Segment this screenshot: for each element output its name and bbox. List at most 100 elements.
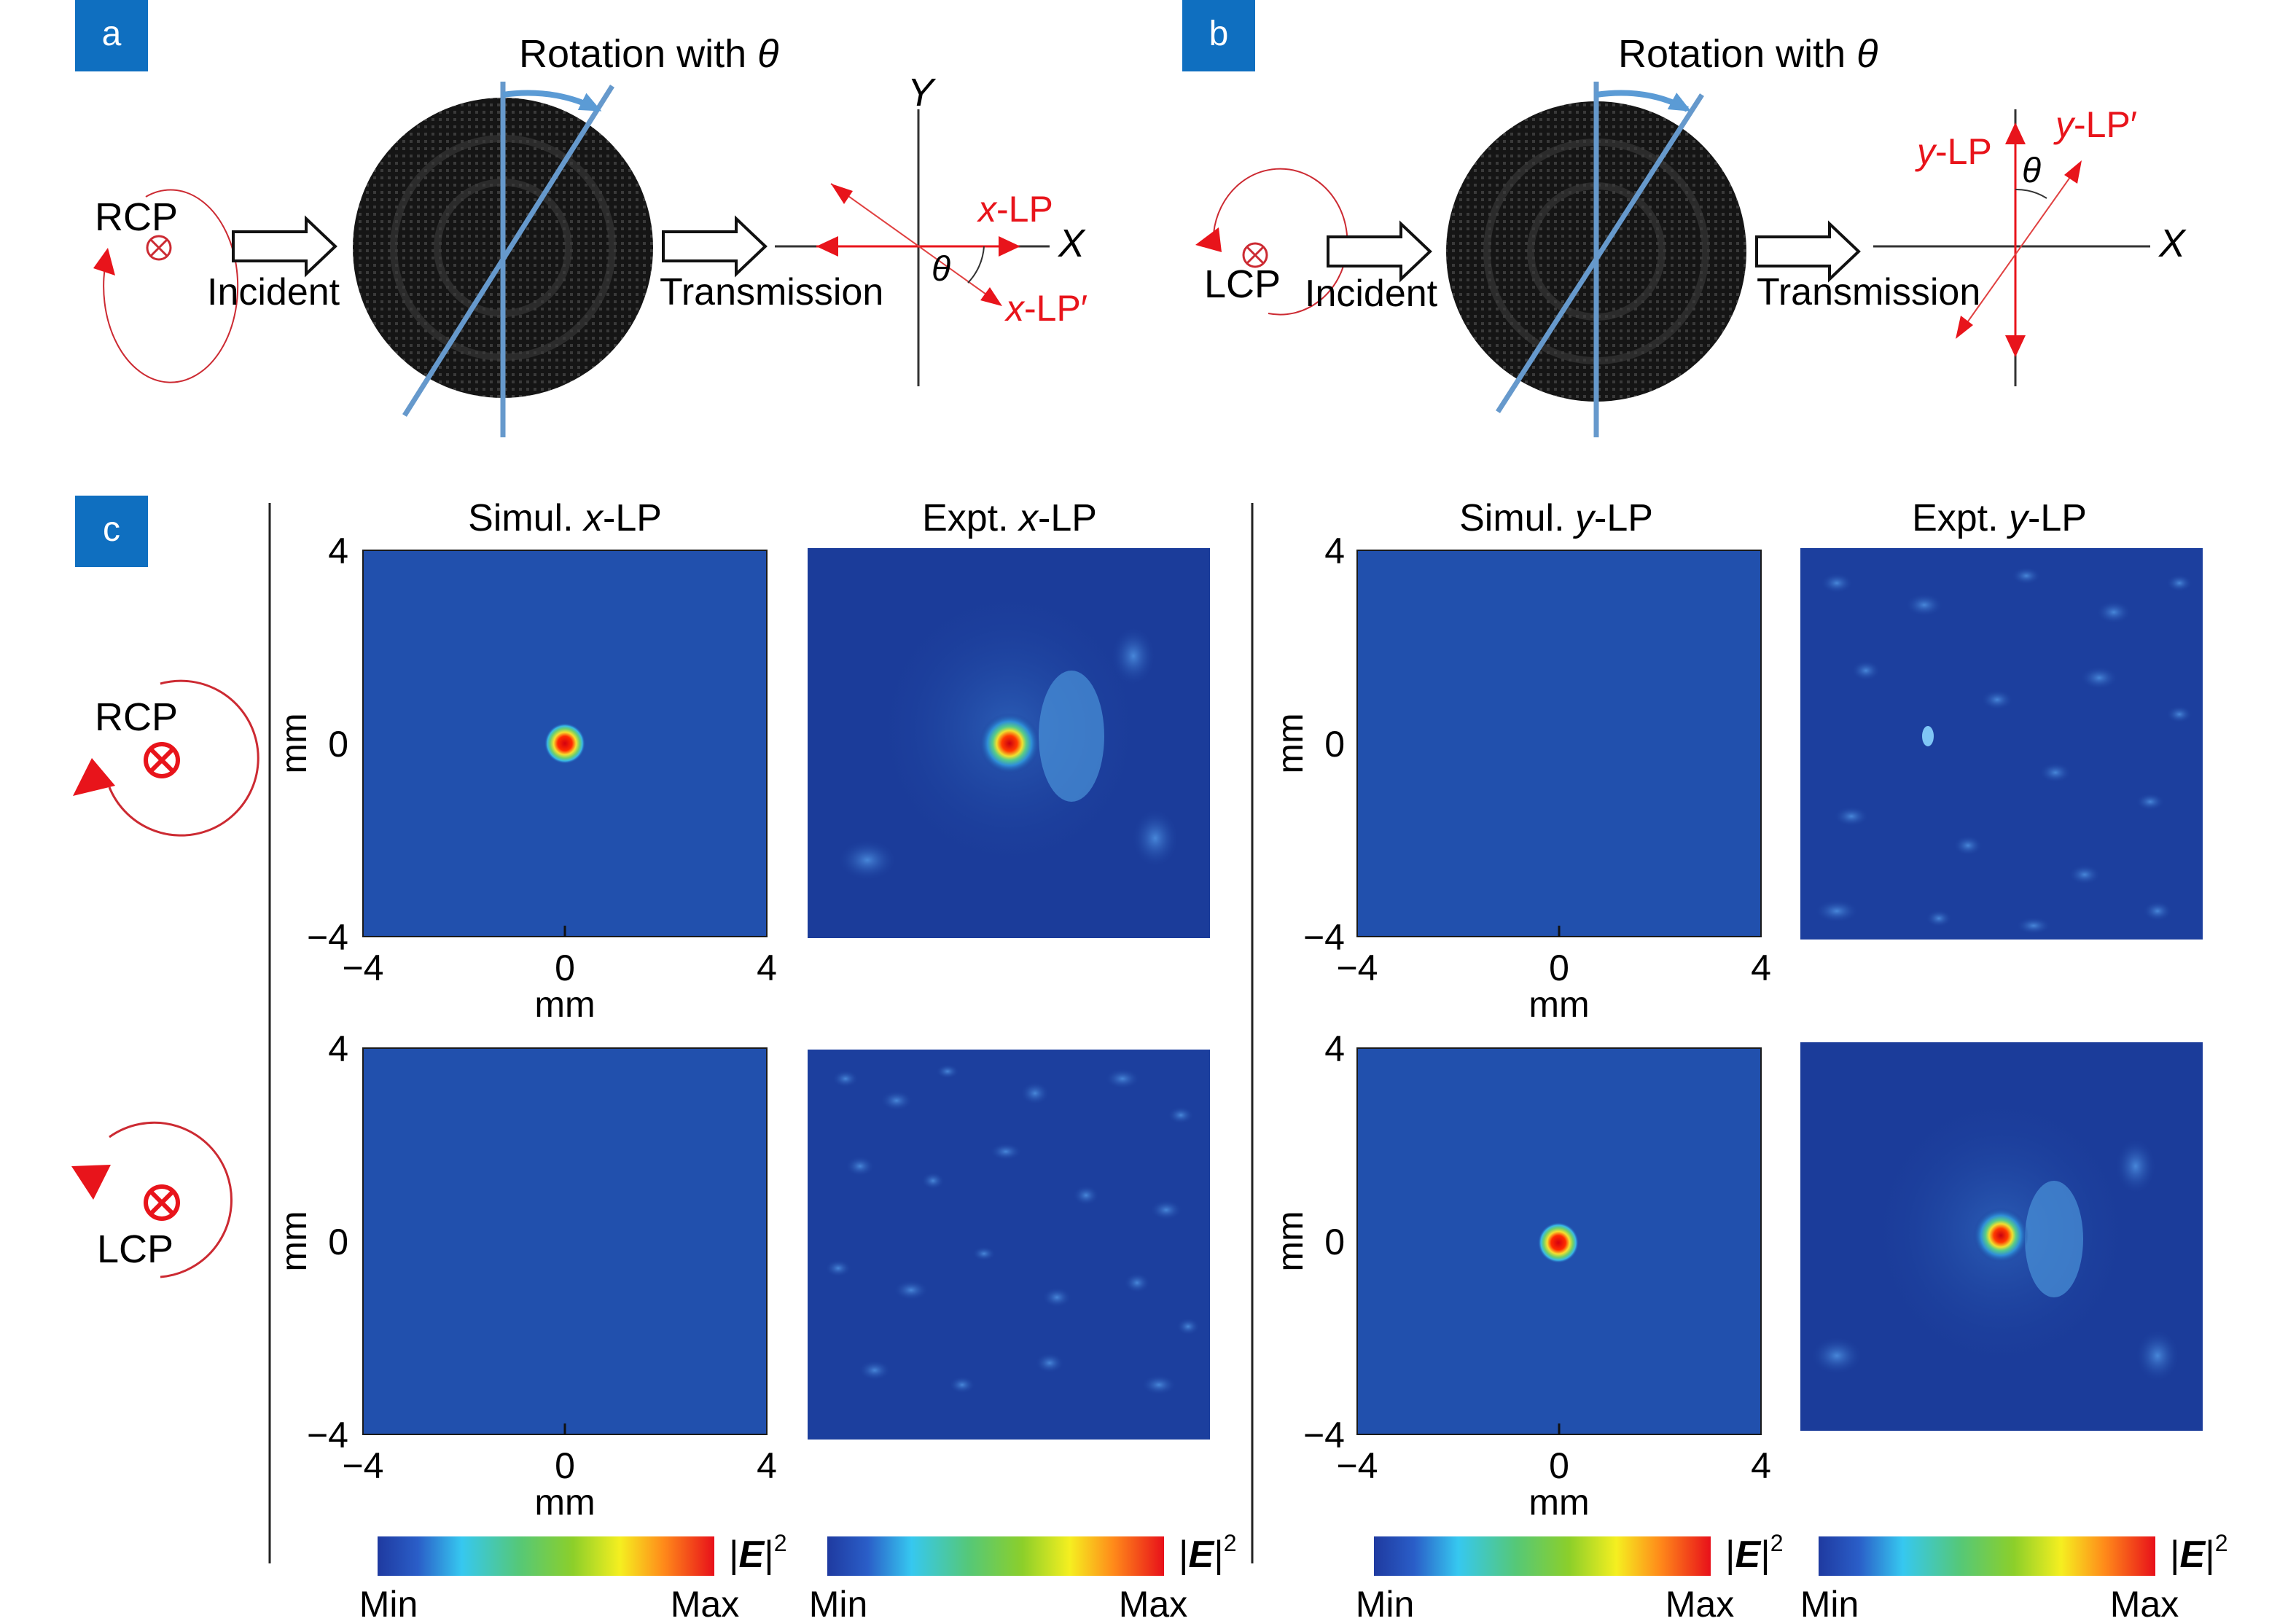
focal-spot: [1973, 1208, 2028, 1263]
colorbar-max: Max: [1119, 1584, 1187, 1621]
colorbar-max: Max: [2110, 1584, 2179, 1621]
panel-a-input-polarization: RCP: [95, 195, 178, 239]
y-axis-unit: mm: [1270, 713, 1311, 773]
row-rcp-icon: RCP: [73, 679, 259, 837]
panel-a-theta-arc: [967, 246, 985, 284]
panel-b-label: b: [1209, 15, 1229, 53]
panel-a-transmission-arrow: [662, 215, 768, 278]
row-lcp-icon: LCP: [71, 1121, 233, 1278]
colorbar-gradient: [1374, 1536, 1711, 1576]
panel-b-ylp-arrowhead-down: [2005, 335, 2026, 357]
axes-simul-ylp-lcp: 4 0 −4 −4 0 4 mm mm: [1270, 1028, 1771, 1523]
map-simul-ylp-rcp: [1356, 550, 1762, 937]
panel-b-ylp-label: y-LP: [1915, 131, 1992, 172]
y-axis-unit: mm: [1270, 1211, 1311, 1271]
panel-b: b LCP Incident Rotation with θ Transmiss…: [1182, 0, 2187, 437]
panel-a-xlp-prime-line: [830, 183, 999, 304]
panel-a-incident-label: Incident: [207, 271, 340, 313]
y-axis-unit: mm: [273, 713, 314, 773]
panel-b-ylp-prime-arrowhead-up: [2064, 160, 2082, 184]
axes-simul-xlp-rcp: 4 0 −4 −4 0 4 mm mm: [273, 531, 777, 1025]
x-axis-unit: mm: [534, 984, 595, 1025]
tick-label: 0: [328, 724, 348, 765]
panel-a-label: a: [102, 15, 122, 53]
colorbar-max: Max: [1666, 1584, 1734, 1621]
panel-a-circular-arrow: [103, 189, 239, 383]
panel-b-theta-arc: [2015, 188, 2047, 199]
panel-b-input-polarization: LCP: [1204, 262, 1281, 306]
colorbar-min: Min: [1356, 1584, 1415, 1621]
panel-b-rotation-title: Rotation with θ: [1618, 32, 1878, 76]
tick-label: 0: [1324, 1222, 1345, 1262]
colorbar-quantity: |E|2: [1179, 1530, 1237, 1576]
tick-label: 4: [757, 1445, 777, 1486]
panel-a-rotation-arrow: [502, 90, 602, 112]
tick-label: 0: [1549, 948, 1569, 988]
panel-b-incident-label: Incident: [1305, 273, 1438, 315]
map-simul-xlp-rcp: [362, 550, 768, 937]
focal-spot: [544, 723, 585, 764]
tick-label: −4: [1336, 1445, 1378, 1486]
tick-label: −4: [307, 917, 348, 958]
panel-a-xlp-prime-label: x-LP′: [1004, 288, 1088, 329]
tick-label: 4: [757, 948, 777, 988]
panel-b-transmission-arrow: [1755, 220, 1861, 283]
tick-label: −4: [342, 1445, 383, 1486]
tick-label: 0: [1549, 1445, 1569, 1486]
panel-a-xlp-prime-arrowhead-up: [831, 184, 853, 204]
axes-simul-xlp-lcp: 4 0 −4 −4 0 4 mm mm: [273, 1028, 777, 1523]
col-title-expt-xlp: Expt. x-LP: [922, 497, 1097, 539]
tick-label: 4: [328, 531, 348, 571]
panel-c: c RCP LCP Simul. x-LP Expt. x-LP Simul. …: [71, 496, 2228, 1621]
map-expt-xlp-rcp: [808, 548, 1210, 938]
axes-simul-ylp-rcp: 4 0 −4 −4 0 4 mm mm: [1270, 531, 1771, 1025]
tick-label: 0: [555, 948, 575, 988]
x-axis-unit: mm: [1528, 1482, 1589, 1523]
panel-b-ylp-arrowhead-up: [2005, 122, 2026, 144]
x-axis-unit: mm: [534, 1482, 595, 1523]
panel-a-incident-arrow: [232, 215, 337, 278]
panel-a-xlp-label: x-LP: [977, 189, 1053, 230]
focal-spot: [979, 713, 1040, 774]
tick-label: 4: [1751, 1445, 1771, 1486]
colorbar-min: Min: [1800, 1584, 1859, 1621]
colorbar-3: |E|2 Min Max: [1356, 1530, 1784, 1621]
panel-a: a RCP Incident Rotation with θ Transmiss…: [75, 0, 1088, 437]
speckle-noise: [825, 1064, 1200, 1395]
map-simul-xlp-lcp: [362, 1047, 768, 1435]
tick-label: 4: [1751, 948, 1771, 988]
panel-a-axis-y-label: Y: [907, 71, 937, 114]
colorbar-gradient: [827, 1536, 1164, 1576]
panel-b-ylp-prime-line: [1960, 168, 2077, 332]
tick-label: 4: [1324, 531, 1345, 571]
colorbar-min: Min: [359, 1584, 418, 1621]
colorbar-gradient: [1819, 1536, 2155, 1576]
row-rcp-label: RCP: [95, 695, 178, 739]
tick-label: 4: [1324, 1028, 1345, 1069]
colorbar-quantity: |E|2: [2170, 1530, 2228, 1576]
panel-b-incident-arrow: [1327, 220, 1432, 283]
panel-b-rotated-axis: [1496, 93, 1704, 413]
panel-a-label-box: [75, 0, 148, 71]
panel-a-xlp-arrowhead-right: [999, 236, 1020, 257]
x-axis-unit: mm: [1528, 984, 1589, 1025]
colorbar-max: Max: [671, 1584, 739, 1621]
tick-label: 0: [328, 1222, 348, 1262]
panel-b-circular-arrowhead: [1195, 227, 1222, 252]
panel-a-into-page-icon: [146, 235, 172, 261]
panel-b-axis-x-label: X: [2158, 222, 2187, 265]
y-axis-unit: mm: [273, 1211, 314, 1271]
focal-spot: [1538, 1222, 1579, 1263]
colorbar-2: |E|2 Min Max: [809, 1530, 1237, 1621]
speckle-noise: [1815, 567, 2192, 934]
tick-label: 4: [328, 1028, 348, 1069]
col-title-simul-xlp: Simul. x-LP: [468, 497, 662, 539]
panel-a-axis-x-label: X: [1057, 222, 1086, 265]
tick-label: 0: [1324, 724, 1345, 765]
panel-a-transmission-label: Transmission: [660, 271, 883, 313]
col-title-expt-ylp: Expt. y-LP: [1912, 497, 2087, 539]
colorbar-1: |E|2 Min Max: [359, 1530, 787, 1621]
panel-a-xlp-prime-arrowhead-down: [980, 287, 1002, 306]
panel-a-rotated-axis: [402, 85, 614, 417]
